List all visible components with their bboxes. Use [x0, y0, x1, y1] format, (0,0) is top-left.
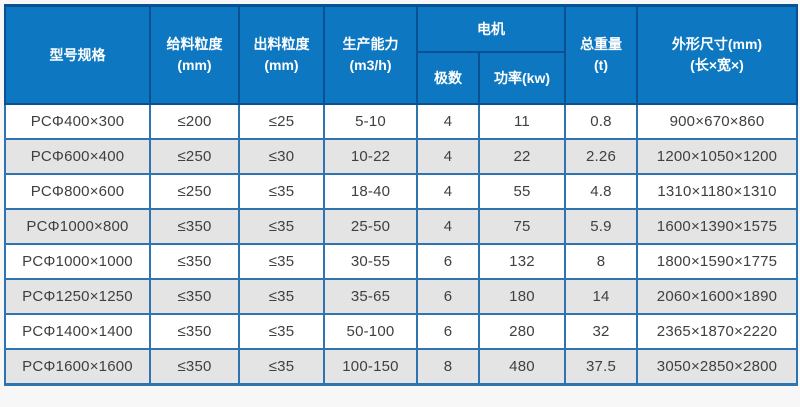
power-cell: 75	[478, 208, 566, 245]
feed-size-cell: ≤350	[149, 278, 240, 315]
model-cell: PCΦ1250×1250	[4, 278, 151, 315]
dimensions-cell: 1800×1590×1775	[636, 243, 798, 280]
header-capacity: 生产能力 (m3/h)	[323, 4, 418, 105]
poles-cell: 4	[416, 208, 480, 245]
capacity-cell: 10-22	[323, 138, 418, 175]
header-output-size: 出料粒度 (mm)	[238, 4, 325, 105]
output-size-cell: ≤35	[238, 243, 325, 280]
table-row: PCΦ1600×1600 ≤350 ≤35 100-150 8 480 37.5…	[4, 348, 798, 386]
spec-table: 型号规格 给料粒度 (mm) 出料粒度 (mm) 生产能力 (m3/h) 电机 …	[4, 4, 798, 386]
model-cell: PCΦ800×600	[4, 173, 151, 210]
feed-size-cell: ≤350	[149, 313, 240, 350]
model-cell: PCΦ1400×1400	[4, 313, 151, 350]
dimensions-cell: 3050×2850×2800	[636, 348, 798, 386]
output-size-cell: ≤35	[238, 173, 325, 210]
dimensions-cell: 1600×1390×1575	[636, 208, 798, 245]
power-cell: 132	[478, 243, 566, 280]
model-cell: PCΦ400×300	[4, 103, 151, 140]
capacity-cell: 50-100	[323, 313, 418, 350]
weight-cell: 8	[564, 243, 638, 280]
output-size-cell: ≤30	[238, 138, 325, 175]
weight-cell: 5.9	[564, 208, 638, 245]
capacity-cell: 25-50	[323, 208, 418, 245]
table-row: PCΦ1000×1000 ≤350 ≤35 30-55 6 132 8 1800…	[4, 243, 798, 280]
poles-cell: 8	[416, 348, 480, 386]
weight-cell: 14	[564, 278, 638, 315]
power-cell: 480	[478, 348, 566, 386]
power-cell: 11	[478, 103, 566, 140]
weight-cell: 32	[564, 313, 638, 350]
model-cell: PCΦ1000×800	[4, 208, 151, 245]
capacity-cell: 35-65	[323, 278, 418, 315]
output-size-cell: ≤35	[238, 348, 325, 386]
header-row-sub: 极数 功率(kw)	[5, 51, 797, 105]
weight-cell: 0.8	[564, 103, 638, 140]
table-row: PCΦ1000×800 ≤350 ≤35 25-50 4 75 5.9 1600…	[4, 208, 798, 245]
power-cell: 180	[478, 278, 566, 315]
table-header: 型号规格 给料粒度 (mm) 出料粒度 (mm) 生产能力 (m3/h) 电机 …	[4, 4, 798, 105]
feed-size-cell: ≤350	[149, 208, 240, 245]
feed-size-cell: ≤200	[149, 103, 240, 140]
weight-cell: 2.26	[564, 138, 638, 175]
output-size-cell: ≤35	[238, 208, 325, 245]
power-cell: 22	[478, 138, 566, 175]
model-cell: PCΦ1000×1000	[4, 243, 151, 280]
header-feed-size: 给料粒度 (mm)	[149, 4, 240, 105]
poles-cell: 6	[416, 243, 480, 280]
table-row: PCΦ800×600 ≤250 ≤35 18-40 4 55 4.8 1310×…	[4, 173, 798, 210]
feed-size-cell: ≤250	[149, 138, 240, 175]
capacity-cell: 100-150	[323, 348, 418, 386]
header-dimensions: 外形尺寸(mm) (长×宽×)	[636, 4, 798, 105]
poles-cell: 4	[416, 173, 480, 210]
capacity-cell: 18-40	[323, 173, 418, 210]
feed-size-cell: ≤250	[149, 173, 240, 210]
weight-cell: 37.5	[564, 348, 638, 386]
spec-table-wrapper: 型号规格 给料粒度 (mm) 出料粒度 (mm) 生产能力 (m3/h) 电机 …	[4, 4, 798, 386]
dimensions-cell: 1200×1050×1200	[636, 138, 798, 175]
header-motor: 电机	[416, 4, 566, 53]
header-weight: 总重量 (t)	[564, 4, 638, 105]
output-size-cell: ≤35	[238, 278, 325, 315]
output-size-cell: ≤35	[238, 313, 325, 350]
capacity-cell: 5-10	[323, 103, 418, 140]
table-body: PCΦ400×300 ≤200 ≤25 5-10 4 11 0.8 900×67…	[4, 103, 798, 386]
table-row: PCΦ600×400 ≤250 ≤30 10-22 4 22 2.26 1200…	[4, 138, 798, 175]
capacity-cell: 30-55	[323, 243, 418, 280]
dimensions-cell: 2365×1870×2220	[636, 313, 798, 350]
table-row: PCΦ400×300 ≤200 ≤25 5-10 4 11 0.8 900×67…	[4, 103, 798, 140]
dimensions-cell: 2060×1600×1890	[636, 278, 798, 315]
header-poles: 极数	[416, 51, 480, 105]
output-size-cell: ≤25	[238, 103, 325, 140]
header-model: 型号规格	[4, 4, 151, 105]
power-cell: 280	[478, 313, 566, 350]
feed-size-cell: ≤350	[149, 348, 240, 386]
dimensions-cell: 1310×1180×1310	[636, 173, 798, 210]
model-cell: PCΦ600×400	[4, 138, 151, 175]
table-row: PCΦ1250×1250 ≤350 ≤35 35-65 6 180 14 206…	[4, 278, 798, 315]
poles-cell: 6	[416, 278, 480, 315]
weight-cell: 4.8	[564, 173, 638, 210]
poles-cell: 6	[416, 313, 480, 350]
feed-size-cell: ≤350	[149, 243, 240, 280]
power-cell: 55	[478, 173, 566, 210]
poles-cell: 4	[416, 138, 480, 175]
header-power: 功率(kw)	[478, 51, 566, 105]
table-row: PCΦ1400×1400 ≤350 ≤35 50-100 6 280 32 23…	[4, 313, 798, 350]
header-row-top: 型号规格 给料粒度 (mm) 出料粒度 (mm) 生产能力 (m3/h) 电机 …	[4, 4, 798, 105]
model-cell: PCΦ1600×1600	[4, 348, 151, 386]
dimensions-cell: 900×670×860	[636, 103, 798, 140]
poles-cell: 4	[416, 103, 480, 140]
